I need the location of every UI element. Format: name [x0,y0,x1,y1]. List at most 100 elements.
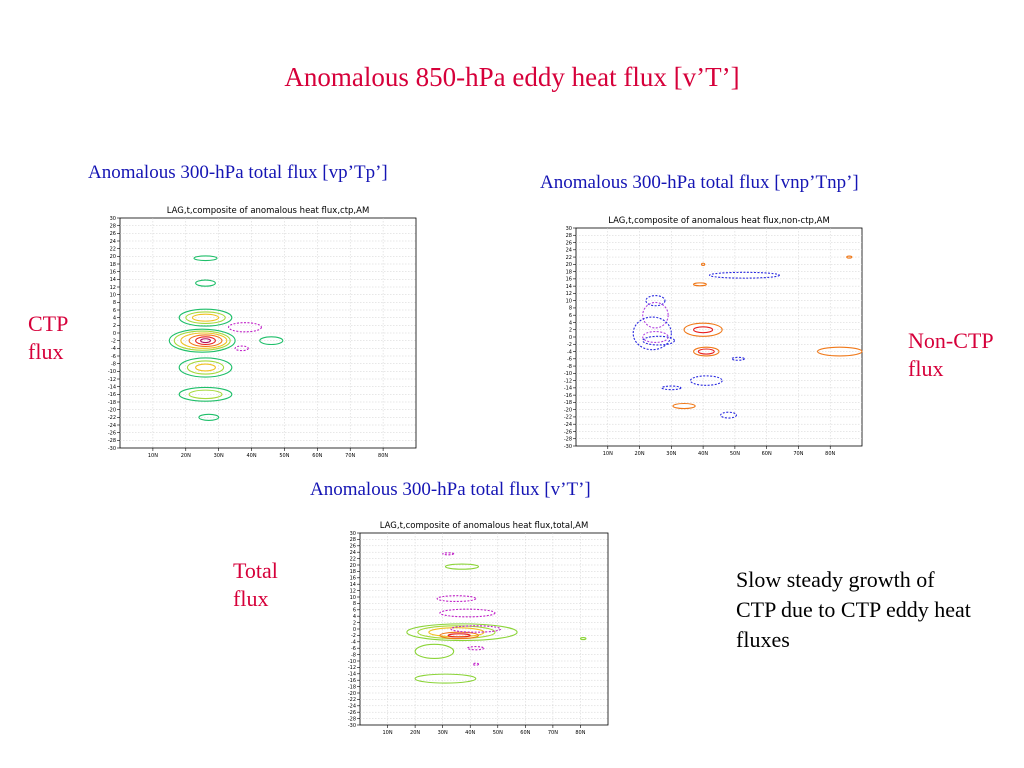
contour-line [708,271,780,279]
x-tick-label: 70N [345,453,355,458]
y-tick-label: -26 [564,429,572,435]
y-tick-label: -6 [351,646,356,652]
x-tick-label: 30N [438,730,448,736]
contour-line [186,360,225,375]
y-tick-label: -18 [108,400,116,406]
contour-line [439,631,480,640]
total-panel-title: Anomalous 300-hPa total flux [v’T’] [310,479,591,500]
contour-line [846,255,853,259]
contour-line [693,346,720,357]
contour-line [645,295,666,307]
contour-line [173,330,231,351]
y-tick-label: 4 [353,614,356,620]
y-tick-label: 6 [113,308,116,314]
y-tick-label: 22 [566,255,572,261]
y-tick-label: 16 [350,576,356,582]
y-tick-label: 28 [566,233,572,239]
contour-line [188,334,223,347]
y-tick-label: -2 [351,633,356,639]
y-tick-label: 22 [350,556,356,562]
y-tick-label: 20 [110,254,116,260]
y-tick-label: 12 [110,285,116,291]
x-tick-label: 40N [698,451,708,457]
contour-line [193,255,218,262]
y-tick-label: 18 [350,569,356,575]
y-tick-label: 8 [569,306,572,312]
y-tick-label: -10 [564,371,572,377]
chart-title: LAG,t,composite of anomalous heat flux,c… [167,206,370,216]
y-tick-label: 16 [566,277,572,283]
y-tick-label: 24 [350,550,356,556]
ctp-side-label: CTP flux [28,311,68,364]
contour-line [720,411,738,419]
y-tick-label: -18 [564,400,572,406]
y-tick-label: 14 [566,284,572,290]
nonctp-flux-chart: LAG,t,composite of anomalous heat flux,n… [552,208,868,460]
y-tick-label: -28 [108,438,116,444]
y-tick-label: -30 [108,446,116,452]
y-tick-label: 16 [110,269,116,275]
y-tick-label: -20 [108,407,116,413]
x-tick-label: 80N [378,453,388,458]
y-tick-label: -16 [348,678,356,684]
y-tick-label: 10 [110,292,116,298]
y-tick-label: 6 [353,608,356,614]
y-tick-label: 4 [569,320,572,326]
y-tick-label: -20 [348,691,356,697]
contour-line [439,608,496,618]
contour-line [447,633,471,638]
contour-line [472,662,480,666]
x-tick-label: 80N [575,730,585,736]
contour-line [195,363,216,372]
y-tick-label: -4 [111,346,116,352]
y-tick-label: -26 [108,430,116,436]
y-tick-label: 30 [566,226,572,232]
y-tick-label: -22 [348,697,356,703]
y-tick-label: -24 [108,423,116,429]
x-tick-label: 20N [181,453,191,458]
contour-line [178,357,233,378]
x-tick-label: 60N [520,730,530,736]
y-tick-label: 10 [350,595,356,601]
y-tick-label: -6 [111,354,116,360]
x-tick-label: 30N [666,451,676,457]
chart-title: LAG,t,composite of anomalous heat flux,t… [380,521,589,531]
x-tick-label: 40N [465,730,475,736]
y-tick-label: -2 [567,342,572,348]
y-tick-label: 2 [353,620,356,626]
y-tick-label: -6 [567,357,572,363]
y-tick-label: 8 [353,601,356,607]
y-tick-label: -28 [564,437,572,443]
x-tick-label: 20N [410,730,420,736]
y-tick-label: 10 [566,298,572,304]
y-tick-label: -22 [564,415,572,421]
y-tick-label: -10 [348,659,356,665]
y-tick-label: 12 [566,291,572,297]
y-tick-label: 0 [113,331,116,337]
y-tick-label: 8 [113,300,116,306]
y-tick-label: -24 [348,704,356,710]
y-tick-label: 20 [350,563,356,569]
contour-line [414,673,477,684]
contour-line [178,386,233,402]
nonctp-panel-title: Anomalous 300-hPa total flux [vnp’Tnp’] [540,172,859,193]
y-tick-label: 24 [566,248,572,254]
y-tick-label: -4 [351,640,356,646]
y-tick-label: -12 [108,377,116,383]
y-tick-label: 12 [350,588,356,594]
contour-line [689,375,723,386]
contour-line [693,326,714,334]
ctp-panel-title: Anomalous 300-hPa total flux [vp’Tp’] [88,162,388,183]
y-tick-label: 14 [350,582,356,588]
y-tick-label: -14 [564,386,572,392]
y-tick-label: 2 [113,323,116,329]
contour-line [693,282,707,287]
contour-line [697,348,715,355]
total-side-label: Total flux [233,558,278,611]
x-tick-label: 60N [312,453,322,458]
y-tick-label: -8 [351,652,356,658]
x-tick-label: 10N [603,451,613,457]
y-tick-label: -30 [348,723,356,729]
contour-line [168,328,236,353]
y-tick-label: -12 [564,378,572,384]
